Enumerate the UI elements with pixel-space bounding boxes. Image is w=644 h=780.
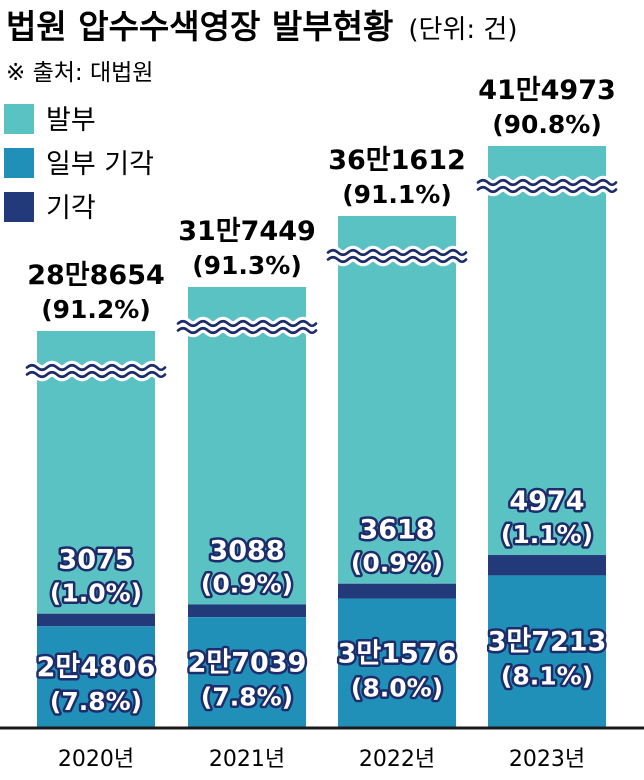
legend-label-partial: 일부 기각 <box>46 149 154 180</box>
bar-rejected <box>188 604 306 618</box>
x-tick-label: 2020년 <box>58 747 134 772</box>
legend-label-rejected: 기각 <box>46 193 96 224</box>
label-rejected-value: 3618 <box>359 515 434 546</box>
x-tick-label: 2022년 <box>359 747 435 772</box>
label-issued-value: 31만7449 <box>178 216 316 247</box>
bar-issued <box>488 146 606 556</box>
legend-label-issued: 발부 <box>46 105 96 136</box>
label-rejected-value: 4974 <box>509 486 584 517</box>
x-tick-label: 2023년 <box>509 747 585 772</box>
bar-issued <box>338 216 456 584</box>
label-rejected-percent: (0.9%) <box>201 569 293 598</box>
bar-partial <box>488 575 606 728</box>
label-partial-value: 2만7039 <box>188 648 307 679</box>
label-partial-percent: (8.1%) <box>501 662 593 691</box>
source-text: ※ 출처: 대법원 <box>6 60 153 86</box>
label-partial-percent: (7.8%) <box>50 687 142 716</box>
label-issued-percent: (91.2%) <box>41 295 151 324</box>
legend-item-rejected: 기각 <box>4 192 96 224</box>
bar-partial <box>37 626 155 728</box>
label-rejected-percent: (1.1%) <box>501 520 593 549</box>
axis-break-icon <box>323 245 471 267</box>
label-rejected-percent: (1.0%) <box>50 579 142 608</box>
axis-break-icon <box>473 175 621 197</box>
bar-partial <box>338 598 456 728</box>
bar-group-2020년 <box>22 331 170 728</box>
bars <box>22 146 621 728</box>
label-partial-percent: (8.0%) <box>351 673 443 702</box>
unit-text: (단위: 건) <box>408 15 517 45</box>
legend-item-partial: 일부 기각 <box>4 148 154 180</box>
chart-title: 법원 압수수색영장 발부현황 (단위: 건) <box>6 7 517 46</box>
header: 법원 압수수색영장 발부현황 (단위: 건) ※ 출처: 대법원 <box>6 7 517 86</box>
bar-group-2021년 <box>173 287 321 728</box>
title-text: 법원 압수수색영장 발부현황 <box>6 7 393 46</box>
bar-partial <box>188 617 306 728</box>
bar-issued <box>188 287 306 605</box>
axis-break-icon <box>173 316 321 338</box>
bar-rejected <box>37 613 155 627</box>
label-rejected-percent: (0.9%) <box>351 549 443 578</box>
legend-swatch-rejected <box>4 192 34 222</box>
bar-rejected <box>488 555 606 576</box>
label-partial-value: 2만4806 <box>37 652 156 683</box>
label-issued-value: 36만1612 <box>328 145 466 176</box>
label-issued-value: 41만4973 <box>478 75 616 106</box>
label-issued-percent: (91.3%) <box>192 251 302 280</box>
bar-group-2023년 <box>473 146 621 728</box>
legend: 발부 일부 기각 기각 <box>4 104 154 224</box>
label-rejected-value: 3088 <box>209 535 284 566</box>
label-issued-value: 28만8654 <box>27 260 165 291</box>
label-partial-percent: (7.8%) <box>201 683 293 712</box>
label-partial-value: 3만1576 <box>338 638 457 669</box>
legend-swatch-partial <box>4 148 34 178</box>
legend-item-issued: 발부 <box>4 104 96 136</box>
label-issued-percent: (91.1%) <box>342 180 452 209</box>
axis-break-icon <box>22 360 170 382</box>
bar-group-2022년 <box>323 216 471 728</box>
x-tick-label: 2021년 <box>209 747 285 772</box>
legend-swatch-issued <box>4 104 34 134</box>
label-partial-value: 3만7213 <box>488 627 607 658</box>
x-axis-ticks: 2020년 2021년 2022년 2023년 <box>58 747 585 772</box>
label-issued-percent: (90.8%) <box>492 110 602 139</box>
bar-rejected <box>338 583 456 599</box>
data-labels: 28만8654 (91.2%) 3075 (1.0%) 2만4806 (7.8%) 31만7… <box>27 75 616 719</box>
label-rejected-value: 3075 <box>58 545 133 576</box>
